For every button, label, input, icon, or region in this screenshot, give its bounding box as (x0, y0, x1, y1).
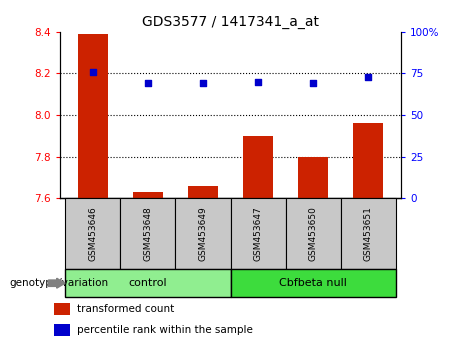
Point (254, 79, 262, 85)
Text: GSM453646: GSM453646 (89, 206, 97, 261)
Bar (54, 303, 70, 315)
Bar (65, 198, 120, 269)
Point (89, 70, 97, 75)
Text: GSM453650: GSM453650 (308, 206, 318, 261)
Bar (230, 198, 285, 269)
Text: GSM453651: GSM453651 (364, 206, 372, 261)
Text: GSM453649: GSM453649 (199, 206, 207, 261)
Text: GSM453648: GSM453648 (143, 206, 153, 261)
Text: GSM453647: GSM453647 (254, 206, 262, 261)
Bar (341, 198, 396, 269)
Point (309, 80, 317, 86)
Bar (176, 198, 230, 269)
Text: transformed count: transformed count (77, 304, 175, 314)
Bar (298, 156, 328, 198)
Title: GDS3577 / 1417341_a_at: GDS3577 / 1417341_a_at (142, 16, 319, 29)
Point (144, 80, 152, 86)
Bar (54, 324, 70, 336)
Point (199, 80, 207, 86)
Bar (353, 124, 383, 198)
Text: control: control (129, 278, 167, 288)
Text: percentile rank within the sample: percentile rank within the sample (77, 325, 254, 335)
Bar (133, 192, 163, 198)
Bar (120, 198, 176, 269)
Bar (78, 34, 108, 198)
Point (364, 74, 372, 79)
Bar (65, 269, 230, 297)
Bar (285, 198, 341, 269)
Text: Cbfbeta null: Cbfbeta null (279, 278, 347, 288)
Bar (188, 186, 218, 198)
Bar (230, 269, 396, 297)
Bar (243, 136, 273, 198)
Text: genotype/variation: genotype/variation (9, 278, 108, 288)
